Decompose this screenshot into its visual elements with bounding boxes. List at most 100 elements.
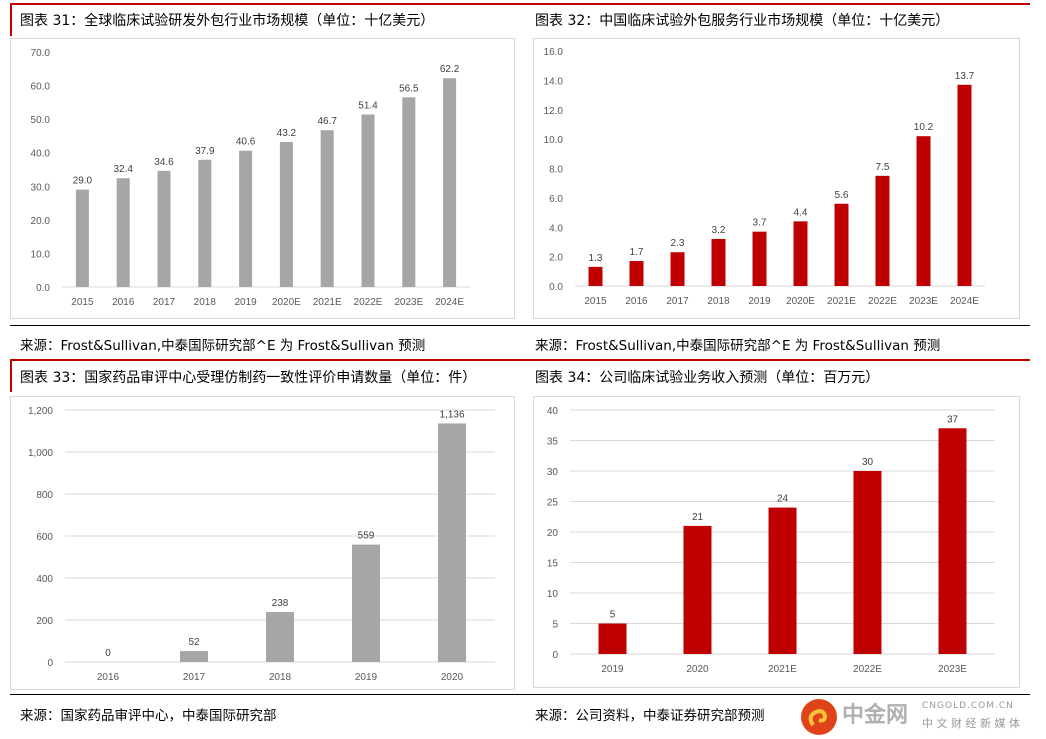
chart-4-y-tick: 0 [552, 650, 558, 661]
chart-1-y-tick: 30.0 [31, 182, 51, 193]
watermark-url: CNGOLD.COM.CN [922, 701, 1014, 711]
bottom-divider [10, 694, 1030, 695]
chart-2-data-label: 7.5 [876, 162, 890, 173]
chart-4-x-tick: 2020 [686, 664, 709, 675]
chart-1-source: 来源：Frost&Sullivan,中泰国际研究部^E 为 Frost&Sull… [20, 338, 426, 354]
chart-2-bar [629, 261, 644, 286]
chart-1-bar [75, 189, 89, 287]
chart-4-bar [768, 507, 797, 654]
chart-2-bar [916, 136, 931, 286]
chart-3-x-tick: 2017 [183, 672, 206, 683]
chart-4-bar [938, 428, 967, 654]
chart-3-y-tick: 1,000 [28, 448, 53, 459]
chart-3-y-tick: 600 [36, 532, 53, 543]
chart-4-data-label: 21 [692, 512, 704, 523]
chart-1-x-tick: 2020E [272, 297, 301, 308]
chart-2-data-label: 1.7 [630, 247, 644, 258]
chart-4-y-tick: 40 [547, 406, 559, 417]
chart-2-data-label: 2.3 [671, 238, 685, 249]
watermark-logo: 中金网 CNGOLD.COM.CN 中 文 财 经 新 媒 体 [800, 697, 1040, 737]
chart-3-bar [266, 612, 294, 662]
chart-1-bar [198, 159, 212, 287]
chart-2-panel [533, 38, 1020, 319]
chart-4-x-tick: 2019 [601, 664, 624, 675]
chart-4-y-tick: 25 [547, 498, 559, 509]
chart-2-bar [875, 175, 890, 286]
chart-1-data-label: 34.6 [154, 157, 174, 168]
chart-4-data-label: 5 [610, 610, 616, 621]
chart-4-data-label: 24 [777, 494, 789, 505]
chart-1-y-tick: 0.0 [36, 283, 50, 294]
chart-2-data-label: 1.3 [589, 253, 603, 264]
chart-1-y-tick: 40.0 [31, 149, 51, 160]
chart-3-x-tick: 2016 [97, 672, 120, 683]
chart-3-title: 图表 33：国家药品审评中心受理仿制药一致性评价申请数量（单位：件） [20, 370, 477, 386]
chart-2-data-label: 4.4 [794, 207, 808, 218]
chart-3-panel [10, 396, 515, 690]
chart-2-bar [711, 239, 726, 286]
chart-3-x-tick: 2019 [355, 672, 378, 683]
chart-2-x-tick: 2020E [786, 296, 815, 307]
chart-1-x-tick: 2015 [71, 297, 94, 308]
chart-4-data-label: 30 [862, 457, 874, 468]
chart-2-data-label: 3.2 [712, 225, 726, 236]
chart-2-y-tick: 4.0 [549, 223, 563, 234]
chart-2-y-tick: 16.0 [544, 47, 564, 58]
chart-1-data-label: 29.0 [73, 176, 93, 187]
chart-4-y-tick: 30 [547, 467, 559, 478]
chart-1-title: 图表 31：全球临床试验研发外包行业市场规模（单位：十亿美元） [20, 13, 435, 29]
cloud-logo-icon [801, 699, 837, 735]
chart-2-bar [752, 231, 767, 286]
chart-4-y-tick: 10 [547, 589, 559, 600]
chart-4-bar [598, 623, 627, 654]
chart-1-bar [239, 150, 253, 287]
chart-3-bar [180, 651, 208, 662]
chart-2-bar [793, 221, 808, 286]
chart-4-y-tick: 15 [547, 559, 559, 570]
chart-4-data-label: 37 [947, 414, 959, 425]
chart-1-data-label: 46.7 [317, 116, 337, 127]
chart-1-bar [320, 130, 334, 287]
chart-2-x-tick: 2019 [748, 296, 771, 307]
chart-1-data-label: 62.2 [440, 64, 460, 75]
chart-1-y-tick: 60.0 [31, 82, 51, 93]
chart-2-x-tick: 2018 [707, 296, 730, 307]
chart-1-y-tick: 20.0 [31, 216, 51, 227]
watermark-tagline: 中 文 财 经 新 媒 体 [922, 717, 1020, 730]
chart-2-data-label: 5.6 [835, 190, 849, 201]
chart-2-bar [834, 203, 849, 286]
chart-1-bar [443, 78, 457, 287]
chart-4-y-tick: 20 [547, 528, 559, 539]
chart-2-x-tick: 2015 [584, 296, 607, 307]
chart-1-x-tick: 2023E [394, 297, 423, 308]
chart-2-bar [670, 252, 685, 286]
chart-3-y-tick: 400 [36, 574, 53, 585]
mid-divider [10, 325, 1030, 326]
chart-4-title: 图表 34：公司临床试验业务收入预测（单位：百万元） [535, 370, 880, 386]
watermark-name: 中金网 [842, 703, 909, 728]
chart-1-x-tick: 2024E [435, 297, 464, 308]
chart-2-y-tick: 14.0 [544, 76, 564, 87]
chart-2-y-tick: 2.0 [549, 253, 563, 264]
chart-1-bar [402, 97, 416, 287]
chart-4-y-tick: 5 [552, 620, 558, 631]
chart-2-y-tick: 10.0 [544, 135, 564, 146]
chart-2-bar [957, 84, 972, 286]
chart-1-bar [157, 170, 171, 287]
chart-1-data-label: 43.2 [277, 128, 297, 139]
chart-4-bar [683, 525, 712, 654]
middle-red-rule [10, 359, 1030, 361]
chart-3-y-tick: 200 [36, 616, 53, 627]
chart-1-data-label: 37.9 [195, 146, 215, 157]
chart-4-x-tick: 2021E [768, 664, 797, 675]
chart-2-title: 图表 32：中国临床试验外包服务行业市场规模（单位：十亿美元） [535, 13, 950, 29]
chart-4-x-tick: 2022E [853, 664, 882, 675]
chart-3-data-label: 0 [105, 648, 111, 659]
chart-2-x-tick: 2017 [666, 296, 689, 307]
chart-3-bar [438, 423, 466, 662]
chart-2-y-tick: 0.0 [549, 282, 563, 293]
chart-3-bar [352, 544, 380, 662]
chart-1-data-label: 51.4 [358, 100, 378, 111]
chart-4-y-tick: 35 [547, 437, 559, 448]
